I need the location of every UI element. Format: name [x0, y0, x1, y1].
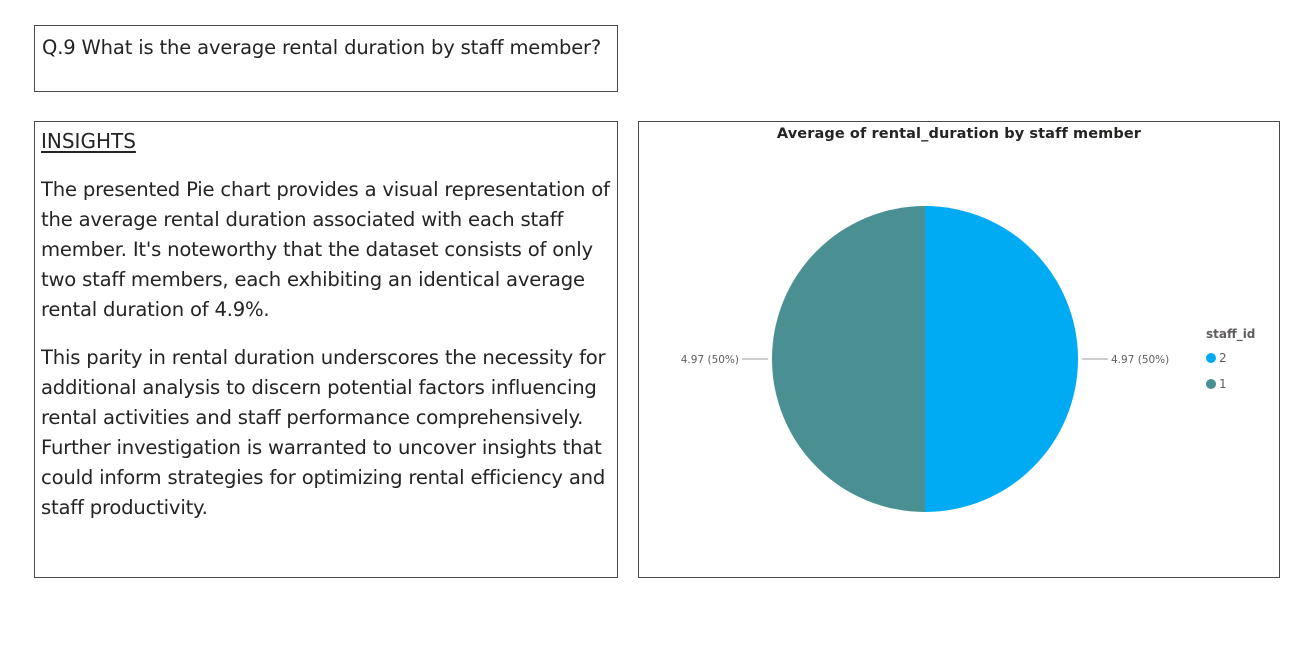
data-label-1: 4.97 (50%) [681, 354, 739, 366]
question-text: Q.9 What is the average rental duration … [42, 36, 602, 59]
legend-title: staff_id [1206, 327, 1256, 341]
pie-slice-1[interactable] [772, 206, 925, 512]
insights-box: INSIGHTS The presented Pie chart provide… [34, 121, 618, 578]
legend-label: 1 [1219, 377, 1227, 391]
legend-item-1[interactable]: 1 [1206, 371, 1276, 397]
legend-marker [1206, 353, 1216, 363]
insight-paragraph: The presented Pie chart provides a visua… [41, 178, 610, 321]
insight-paragraph: This parity in rental duration underscor… [41, 346, 606, 519]
insights-title: INSIGHTS [41, 129, 136, 153]
legend-item-2[interactable]: 2 [1206, 345, 1276, 371]
legend: staff_id 2 1 [1206, 326, 1276, 397]
legend-marker [1206, 379, 1216, 389]
pie-slice-2[interactable] [925, 206, 1078, 512]
question-box: Q.9 What is the average rental duration … [34, 25, 618, 92]
pie-chart: 4.97 (50%) 4.97 (50%) [681, 206, 1169, 512]
chart-title: Average of rental_duration by staff memb… [776, 126, 1142, 142]
data-label-2: 4.97 (50%) [1111, 354, 1169, 366]
legend-label: 2 [1219, 351, 1227, 365]
pie-chart-visual[interactable]: Average of rental_duration by staff memb… [638, 121, 1280, 578]
